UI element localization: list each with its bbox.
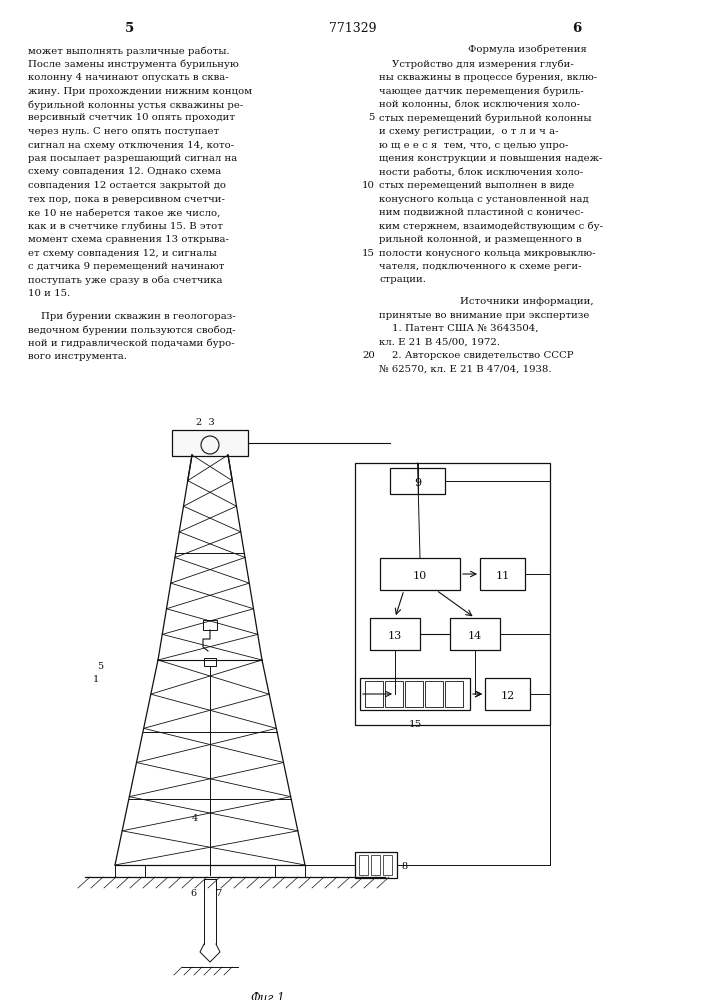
Bar — [365, 681, 383, 707]
Text: полости конусного кольца микровыклю-: полости конусного кольца микровыклю- — [379, 248, 595, 257]
Text: страции.: страции. — [379, 275, 426, 284]
Text: чателя, подключенного к схеме реги-: чателя, подключенного к схеме реги- — [379, 262, 581, 271]
Text: 15: 15 — [409, 720, 421, 729]
Bar — [445, 681, 463, 707]
Text: 1: 1 — [93, 675, 99, 684]
Text: момент схема сравнения 13 открыва-: момент схема сравнения 13 открыва- — [28, 235, 229, 244]
Text: 6: 6 — [573, 22, 582, 35]
Text: 7: 7 — [215, 889, 221, 898]
Text: поступать уже сразу в оба счетчика: поступать уже сразу в оба счетчика — [28, 275, 223, 285]
Text: принятые во внимание при экспертизе: принятые во внимание при экспертизе — [379, 311, 590, 320]
Text: 9: 9 — [414, 478, 421, 488]
Text: и схему регистрации,  о т л и ч а-: и схему регистрации, о т л и ч а- — [379, 127, 559, 136]
Bar — [390, 468, 445, 494]
Text: ной и гидравлической подачами буро-: ной и гидравлической подачами буро- — [28, 339, 235, 348]
Text: стых перемещений бурильной колонны: стых перемещений бурильной колонны — [379, 113, 592, 123]
Text: 5: 5 — [125, 22, 134, 35]
Text: 1. Патент США № 3643504,: 1. Патент США № 3643504, — [379, 324, 539, 333]
Text: совпадения 12 остается закрытой до: совпадения 12 остается закрытой до — [28, 181, 226, 190]
Text: может выполнять различные работы.: может выполнять различные работы. — [28, 46, 230, 55]
Text: с датчика 9 перемещений начинают: с датчика 9 перемещений начинают — [28, 262, 224, 271]
Text: ю щ е е с я  тем, что, с целью упро-: ю щ е е с я тем, что, с целью упро- — [379, 140, 568, 149]
Bar — [485, 678, 530, 710]
Text: чающее датчик перемещения буриль-: чающее датчик перемещения буриль- — [379, 87, 583, 96]
Bar — [172, 430, 248, 456]
Text: бурильной колонны устья скважины ре-: бурильной колонны устья скважины ре- — [28, 100, 243, 109]
Text: ет схему совпадения 12, и сигналы: ет схему совпадения 12, и сигналы — [28, 248, 217, 257]
Bar — [383, 855, 392, 875]
Text: ности работы, блок исключения холо-: ности работы, блок исключения холо- — [379, 167, 583, 177]
Text: Формула изобретения: Формула изобретения — [467, 44, 586, 53]
Text: При бурении скважин в геологораз-: При бурении скважин в геологораз- — [28, 312, 235, 321]
Text: 20: 20 — [362, 351, 375, 360]
Text: рая посылает разрешающий сигнал на: рая посылает разрешающий сигнал на — [28, 154, 238, 163]
Bar — [370, 618, 420, 650]
Text: щения конструкции и повышения надеж-: щения конструкции и повышения надеж- — [379, 154, 602, 163]
Text: 2. Авторское свидетельство СССР: 2. Авторское свидетельство СССР — [379, 351, 573, 360]
Text: схему совпадения 12. Однако схема: схему совпадения 12. Однако схема — [28, 167, 221, 176]
Text: рильной колонной, и размещенного в: рильной колонной, и размещенного в — [379, 235, 582, 244]
Text: жину. При прохождении нижним концом: жину. При прохождении нижним концом — [28, 87, 252, 96]
Text: конусного кольца с установленной над: конусного кольца с установленной над — [379, 194, 589, 204]
Text: ны скважины в процессе бурения, вклю-: ны скважины в процессе бурения, вклю- — [379, 73, 597, 83]
Text: 6: 6 — [190, 889, 196, 898]
Text: 15: 15 — [362, 248, 375, 257]
Text: версивный счетчик 10 опять проходит: версивный счетчик 10 опять проходит — [28, 113, 235, 122]
Text: сигнал на схему отключения 14, кото-: сигнал на схему отключения 14, кото- — [28, 140, 234, 149]
Bar — [203, 620, 217, 630]
Text: ке 10 не наберется такое же число,: ке 10 не наберется такое же число, — [28, 208, 221, 218]
Text: После замены инструмента бурильную: После замены инструмента бурильную — [28, 60, 239, 69]
Bar — [380, 558, 460, 590]
Text: 5: 5 — [97, 662, 103, 671]
Text: ним подвижной пластиной с коничес-: ним подвижной пластиной с коничес- — [379, 208, 583, 217]
Text: тех пор, пока в реверсивном счетчи-: тех пор, пока в реверсивном счетчи- — [28, 194, 225, 204]
Text: 5: 5 — [368, 113, 375, 122]
Text: как и в счетчике глубины 15. В этот: как и в счетчике глубины 15. В этот — [28, 222, 223, 231]
Text: 10: 10 — [362, 181, 375, 190]
Text: стых перемещений выполнен в виде: стых перемещений выполнен в виде — [379, 181, 574, 190]
Text: ким стержнем, взаимодействующим с бу-: ким стержнем, взаимодействующим с бу- — [379, 222, 603, 231]
Text: ной колонны, блок исключения холо-: ной колонны, блок исключения холо- — [379, 100, 580, 109]
Text: 4: 4 — [192, 814, 198, 823]
Bar — [405, 681, 423, 707]
Text: кл. Е 21 В 45/00, 1972.: кл. Е 21 В 45/00, 1972. — [379, 338, 500, 347]
Bar — [360, 678, 470, 710]
Text: через нуль. С него опять поступает: через нуль. С него опять поступает — [28, 127, 219, 136]
Bar — [204, 658, 216, 666]
Text: 8: 8 — [401, 862, 407, 871]
Text: 10: 10 — [413, 571, 427, 581]
Text: ведочном бурении пользуются свобод-: ведочном бурении пользуются свобод- — [28, 325, 235, 335]
Text: 11: 11 — [496, 571, 510, 581]
Text: Устройство для измерения глуби-: Устройство для измерения глуби- — [379, 60, 574, 69]
Text: колонну 4 начинают опускать в сква-: колонну 4 начинают опускать в сква- — [28, 73, 228, 82]
Bar — [115, 865, 145, 877]
Text: Источники информации,: Источники информации, — [460, 297, 594, 306]
Text: 10 и 15.: 10 и 15. — [28, 289, 70, 298]
Bar — [275, 865, 305, 877]
Text: Фиг.1: Фиг.1 — [250, 992, 285, 1000]
Bar — [385, 681, 403, 707]
Bar — [355, 463, 550, 725]
Text: № 62570, кл. Е 21 В 47/04, 1938.: № 62570, кл. Е 21 В 47/04, 1938. — [379, 365, 551, 374]
Text: 771329: 771329 — [329, 22, 377, 35]
Bar — [371, 855, 380, 875]
Bar — [355, 852, 397, 878]
Text: 12: 12 — [501, 691, 515, 701]
Text: 13: 13 — [388, 631, 402, 641]
Bar — [425, 681, 443, 707]
Bar — [450, 618, 500, 650]
Text: 2  3: 2 3 — [196, 418, 215, 427]
Text: 14: 14 — [468, 631, 482, 641]
Text: вого инструмента.: вого инструмента. — [28, 352, 127, 361]
Bar — [480, 558, 525, 590]
Bar — [359, 855, 368, 875]
